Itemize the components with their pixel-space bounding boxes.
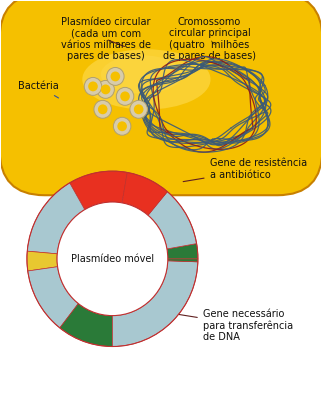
Circle shape: [98, 104, 108, 114]
Text: Bactéria: Bactéria: [18, 81, 59, 98]
Circle shape: [111, 72, 120, 81]
Wedge shape: [28, 267, 78, 328]
Wedge shape: [60, 303, 113, 347]
Circle shape: [117, 121, 127, 131]
FancyBboxPatch shape: [0, 0, 322, 195]
Wedge shape: [167, 244, 198, 259]
Wedge shape: [148, 191, 197, 249]
Wedge shape: [70, 171, 127, 210]
Text: Gene necessário
para transferência
de DNA: Gene necessário para transferência de DN…: [176, 309, 293, 343]
Wedge shape: [27, 183, 85, 254]
Text: Cromossomo
circular principal
(quatro  milhões
de pares de bases): Cromossomo circular principal (quatro mi…: [163, 17, 256, 61]
Text: Plasmídeo circular
(cada um com
vários milhares de
pares de bases): Plasmídeo circular (cada um com vários m…: [61, 17, 150, 61]
Wedge shape: [27, 251, 57, 271]
Text: Gene de resistência
a antibiótico: Gene de resistência a antibiótico: [183, 158, 307, 182]
Circle shape: [57, 202, 168, 316]
Circle shape: [114, 117, 131, 135]
Circle shape: [84, 78, 102, 95]
Wedge shape: [113, 261, 198, 347]
Circle shape: [101, 84, 111, 94]
Circle shape: [97, 80, 115, 98]
Circle shape: [120, 91, 130, 101]
Circle shape: [116, 87, 134, 105]
Circle shape: [94, 100, 112, 118]
Circle shape: [88, 82, 98, 91]
Text: Plasmídeo móvel: Plasmídeo móvel: [71, 254, 154, 264]
Circle shape: [130, 100, 148, 118]
Wedge shape: [168, 259, 198, 262]
Ellipse shape: [101, 55, 182, 94]
Circle shape: [134, 104, 144, 114]
Ellipse shape: [82, 49, 211, 109]
Wedge shape: [122, 173, 167, 215]
Circle shape: [107, 67, 124, 85]
